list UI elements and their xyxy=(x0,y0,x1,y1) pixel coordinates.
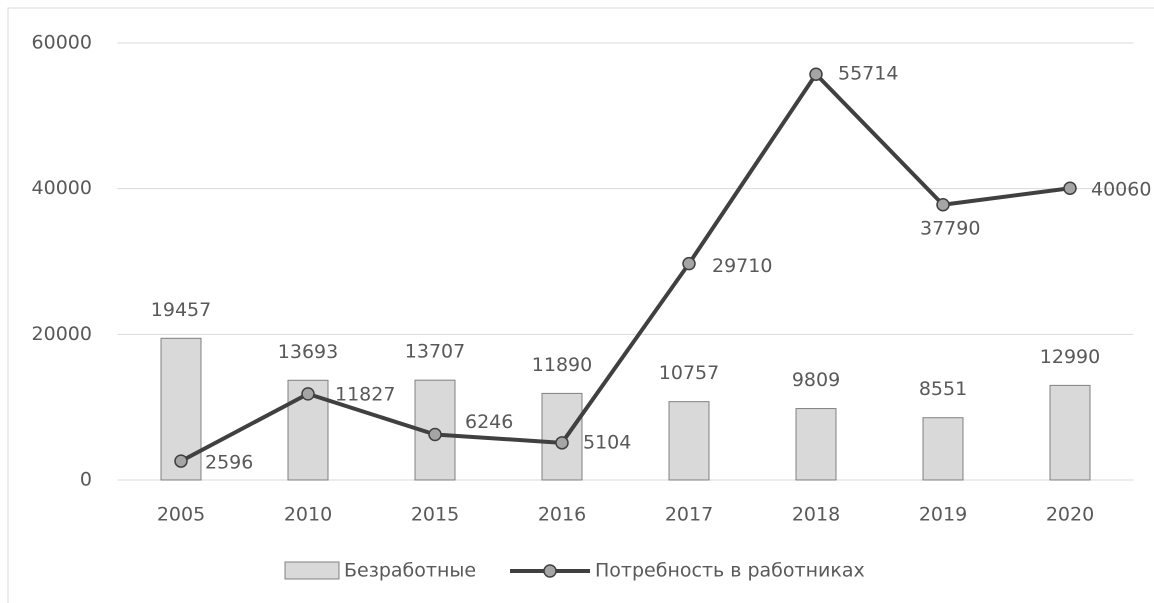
line-value-label: 11827 xyxy=(335,383,395,405)
line-marker xyxy=(428,427,442,442)
x-tick-label: 2019 xyxy=(919,504,967,526)
line-marker xyxy=(1063,181,1077,195)
bar-value-label: 12990 xyxy=(1040,346,1100,368)
x-tick-label: 2005 xyxy=(157,504,205,526)
legend: Безработные Потребность в работниках xyxy=(284,560,865,582)
y-tick-label: 60000 xyxy=(32,32,92,54)
bar-value-label: 19457 xyxy=(151,299,211,321)
y-tick-label: 20000 xyxy=(32,323,92,345)
line-marker xyxy=(174,454,188,468)
bar xyxy=(541,392,583,481)
x-tick-label: 2020 xyxy=(1046,504,1094,526)
line-value-label: 40060 xyxy=(1091,179,1151,201)
line-value-label: 37790 xyxy=(920,217,980,239)
bar-value-label: 13693 xyxy=(278,341,338,363)
bar xyxy=(795,408,837,481)
chart-border xyxy=(7,7,1154,603)
line-value-label: 6246 xyxy=(465,411,513,433)
line-value-label: 29710 xyxy=(712,255,772,277)
x-tick-label: 2015 xyxy=(411,504,459,526)
y-tick-label: 40000 xyxy=(32,177,92,199)
line-marker xyxy=(301,387,315,401)
bar-value-label: 13707 xyxy=(405,341,465,363)
line-value-label: 5104 xyxy=(583,431,631,453)
x-tick-label: 2016 xyxy=(538,504,586,526)
legend-label: Безработные xyxy=(344,560,476,582)
line-value-label: 2596 xyxy=(205,452,253,474)
line-marker xyxy=(809,67,823,81)
line-value-label: 55714 xyxy=(838,63,898,85)
line-marker xyxy=(682,256,696,271)
legend-label: Потребность в работниках xyxy=(595,560,865,582)
x-tick-label: 2017 xyxy=(665,504,713,526)
bar xyxy=(922,417,964,481)
bar-value-label: 10757 xyxy=(659,362,719,384)
bar xyxy=(1049,384,1091,481)
bar-value-label: 11890 xyxy=(532,354,592,376)
bar xyxy=(668,401,710,481)
x-tick-label: 2018 xyxy=(792,504,840,526)
line-marker xyxy=(555,436,569,450)
bar-value-label: 9809 xyxy=(792,369,840,391)
x-tick-label: 2010 xyxy=(284,504,332,526)
line-marker xyxy=(936,198,950,212)
bar-value-label: 8551 xyxy=(919,378,967,400)
legend-marker xyxy=(543,564,557,578)
legend-swatch-bar xyxy=(284,561,340,580)
line xyxy=(180,72,1071,463)
y-tick-label: 0 xyxy=(80,469,92,491)
